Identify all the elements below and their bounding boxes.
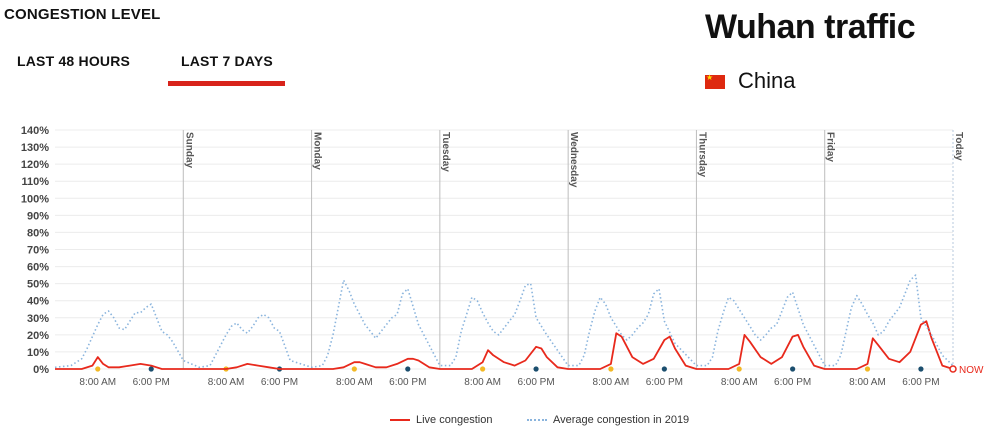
evening-marker <box>405 366 411 372</box>
day-label: Sunday <box>183 132 194 169</box>
live-congestion-line <box>55 320 954 370</box>
morning-marker <box>480 366 486 372</box>
y-tick-label: 130% <box>21 142 49 154</box>
congestion-chart: 0% 10% 20% 30% 40% 50% 60% 70% 80% 90% 100% 110% 120… <box>21 125 984 388</box>
y-tick-label: 30% <box>27 313 49 325</box>
x-tick-label: 8:00 AM <box>721 377 758 388</box>
y-tick-label: 10% <box>27 347 49 359</box>
day-label: Tuesday <box>440 132 451 172</box>
legend-label-live: Live congestion <box>416 414 493 426</box>
city-title: Wuhan traffic <box>705 8 916 46</box>
x-tick-label: 8:00 AM <box>208 377 245 388</box>
x-tick-label: 6:00 PM <box>133 377 170 388</box>
y-tick-label: 80% <box>27 227 49 239</box>
x-tick-label: 6:00 PM <box>902 377 939 388</box>
tab-last-7-days[interactable]: LAST 7 DAYS <box>181 53 273 69</box>
section-title: CONGESTION LEVEL <box>4 6 161 23</box>
active-tab-indicator <box>168 81 285 86</box>
x-tick-label: 6:00 PM <box>517 377 554 388</box>
x-tick-label: 8:00 AM <box>336 377 373 388</box>
evening-marker <box>790 366 796 372</box>
y-tick-label: 120% <box>21 159 49 171</box>
legend-item-live: Live congestion <box>390 414 492 426</box>
average-congestion-line <box>54 274 954 369</box>
morning-marker <box>608 366 614 372</box>
now-label: NOW <box>959 365 984 376</box>
legend-item-average: Average congestion in 2019 <box>527 414 689 426</box>
legend-label-average: Average congestion in 2019 <box>553 414 690 426</box>
day-label: Friday <box>825 132 836 162</box>
y-tick-label: 60% <box>27 262 49 274</box>
china-flag-icon: ★ <box>705 73 725 89</box>
x-tick-label: 8:00 AM <box>79 377 116 388</box>
y-tick-label: 50% <box>27 279 49 291</box>
y-tick-label: 40% <box>27 296 49 308</box>
x-tick-label: 6:00 PM <box>261 377 298 388</box>
x-tick-label: 8:00 AM <box>464 377 501 388</box>
legend-swatch-average <box>527 419 547 422</box>
x-tick-label: 6:00 PM <box>389 377 426 388</box>
evening-marker <box>148 366 154 372</box>
y-tick-label: 100% <box>21 193 49 205</box>
morning-marker <box>864 366 871 372</box>
y-tick-label: 110% <box>21 176 49 188</box>
y-tick-label: 90% <box>27 210 49 222</box>
legend-swatch-live <box>390 419 410 422</box>
day-label: Today <box>953 132 964 161</box>
country-name: China <box>738 68 796 93</box>
x-tick-label: 8:00 AM <box>849 377 886 388</box>
day-label: Thursday <box>696 132 707 177</box>
y-tick-label: 0% <box>33 364 49 376</box>
morning-marker <box>95 366 101 372</box>
y-tick-label: 70% <box>27 245 49 257</box>
now-marker <box>949 365 957 373</box>
tab-last-48-hours[interactable]: LAST 48 HOURS <box>17 53 131 69</box>
y-tick-label: 20% <box>27 330 49 342</box>
evening-marker <box>533 366 539 372</box>
x-tick-label: 6:00 PM <box>774 377 811 388</box>
day-label: Monday <box>312 132 323 170</box>
day-label: Wednesday <box>568 132 579 188</box>
evening-marker <box>918 366 924 372</box>
x-tick-label: 8:00 AM <box>593 377 630 388</box>
morning-marker <box>736 366 742 372</box>
x-tick-label: 6:00 PM <box>646 377 683 388</box>
y-tick-label: 140% <box>21 125 49 137</box>
morning-marker <box>351 366 357 372</box>
evening-marker <box>661 366 667 372</box>
